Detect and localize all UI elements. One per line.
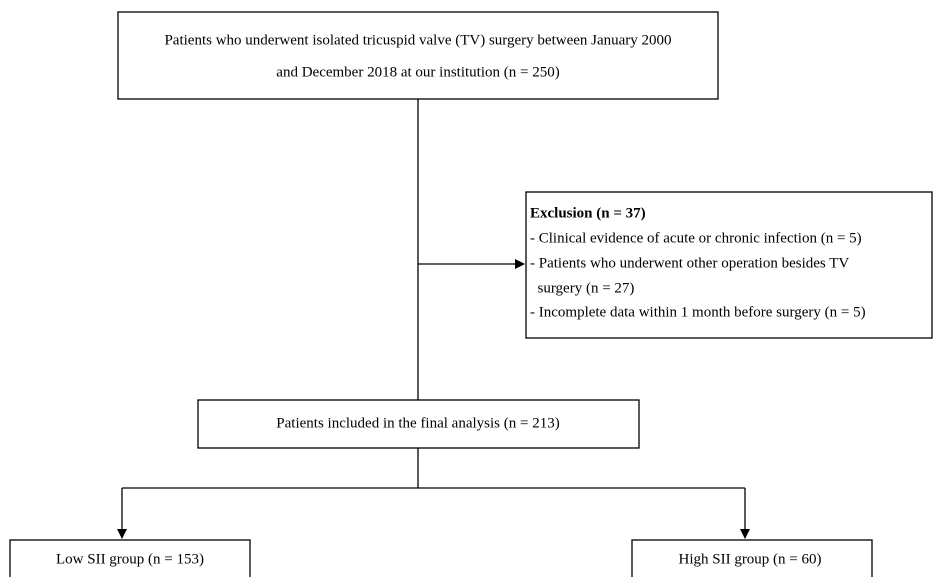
box-text: High SII group (n = 60) [678, 551, 821, 567]
box-low [9, 539, 251, 577]
box-text: Low SII group (n = 153) [56, 551, 204, 567]
exclusion-item: - Clinical evidence of acute or chronic … [530, 230, 862, 246]
exclusion-item: surgery (n = 27) [530, 280, 634, 296]
box-high [631, 539, 873, 577]
exclusion-title: Exclusion (n = 37) [530, 205, 646, 221]
exclusion-item: - Incomplete data within 1 month before … [530, 304, 866, 320]
box-text: Patients who underwent isolated tricuspi… [164, 32, 671, 48]
box-included [197, 399, 640, 449]
box-text: and December 2018 at our institution (n … [276, 64, 559, 80]
box-start [117, 11, 719, 100]
exclusion-item: - Patients who underwent other operation… [530, 255, 849, 271]
box-text: Patients included in the final analysis … [276, 415, 559, 431]
box-exclusion [525, 191, 933, 339]
